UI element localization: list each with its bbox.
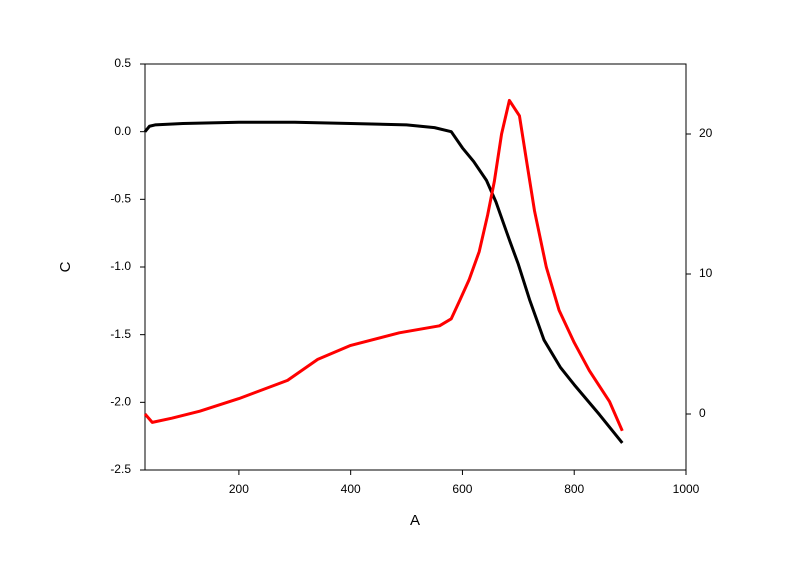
y-tick-label: -2.0 (110, 395, 131, 409)
y-tick-label: -2.5 (110, 462, 131, 476)
x-tick-label: 400 (341, 482, 361, 496)
x-tick-label: 200 (229, 482, 249, 496)
y-tick-label: -1.0 (110, 259, 131, 273)
x-axis-label: A (410, 512, 420, 529)
y2-tick-label: 10 (699, 266, 713, 280)
x-tick-label: 600 (452, 482, 472, 496)
x-tick-label: 800 (564, 482, 584, 496)
y2-tick-label: 20 (699, 126, 713, 140)
y-tick-label: 0.5 (114, 56, 131, 70)
y-tick-label: -0.5 (110, 192, 131, 206)
data-line (143, 120, 624, 444)
data-line (143, 98, 624, 432)
y2-tick-label: 0 (699, 406, 706, 420)
x-tick-label: 1000 (673, 482, 700, 496)
y-axis-label: C (57, 261, 74, 272)
y-tick-label: 0.0 (114, 124, 131, 138)
y-tick-label: -1.5 (110, 327, 131, 341)
